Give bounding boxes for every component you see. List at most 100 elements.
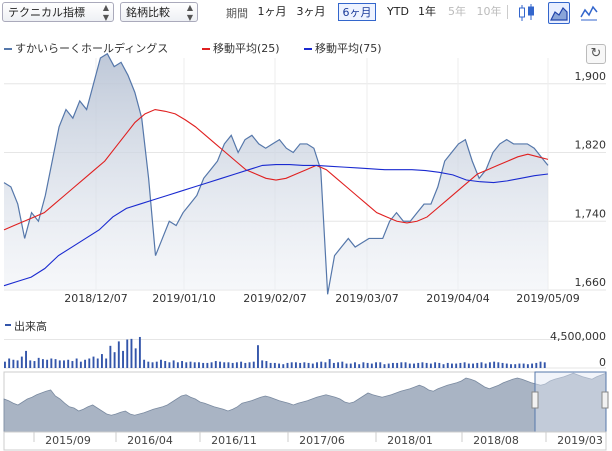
volume-bar bbox=[337, 362, 340, 368]
volume-bar bbox=[294, 362, 297, 368]
volume-bar bbox=[155, 361, 158, 368]
volume-bar bbox=[138, 336, 141, 368]
volume-bar bbox=[126, 339, 129, 368]
volume-bar bbox=[75, 358, 78, 368]
candlestick-icon[interactable] bbox=[516, 2, 538, 24]
indicator-select-label: テクニカル指標 bbox=[8, 6, 85, 19]
volume-bar bbox=[117, 341, 120, 368]
volume-bar bbox=[455, 363, 458, 368]
navigator-handle-left bbox=[531, 391, 539, 409]
volume-bar bbox=[476, 362, 479, 368]
navigator-scroll-track bbox=[3, 431, 607, 451]
ma25-line bbox=[3, 108, 549, 231]
volume-bar bbox=[193, 362, 196, 368]
volume-bar bbox=[265, 361, 268, 368]
navigator-x-tick-label: 2016/11 bbox=[211, 434, 257, 447]
x-tick-label: 2019/04/04 bbox=[426, 292, 489, 305]
range-button-3[interactable]: YTD bbox=[387, 5, 409, 18]
x-tick-label: 2019/03/07 bbox=[335, 292, 398, 305]
volume-bar bbox=[46, 359, 49, 368]
navigator-area bbox=[3, 372, 607, 433]
volume-y-tick-label: 0 bbox=[599, 356, 606, 369]
compare-select-label: 銘柄比較 bbox=[126, 6, 170, 19]
volume-bar bbox=[4, 361, 6, 368]
volume-bar bbox=[71, 361, 74, 368]
ma75-line bbox=[3, 163, 549, 287]
volume-bar bbox=[96, 358, 99, 368]
volume-bar bbox=[143, 359, 146, 368]
range-button-5[interactable]: 5年 bbox=[448, 5, 466, 18]
line-chart-icon[interactable] bbox=[578, 2, 600, 24]
y-tick-label: 1,740 bbox=[575, 207, 607, 220]
y-tick-label: 1,660 bbox=[575, 276, 607, 289]
legend-swatch bbox=[4, 48, 12, 50]
navigator-x-tick-label: 2015/09 bbox=[45, 434, 91, 447]
volume-y-tick-label: 4,500,000 bbox=[550, 330, 606, 343]
volume-bar bbox=[379, 362, 382, 368]
volume-bar bbox=[63, 360, 65, 368]
main-y-ticks: 1,900 1,820 1,740 1,660 bbox=[575, 70, 607, 289]
refresh-icon[interactable]: ↻ bbox=[586, 44, 606, 64]
volume-bar bbox=[404, 362, 407, 368]
navigator-selection bbox=[534, 371, 607, 433]
volume-bar bbox=[311, 363, 314, 368]
volume-bar bbox=[248, 362, 251, 368]
volume-bar bbox=[84, 359, 87, 368]
range-button-0[interactable]: 1ヶ月 bbox=[257, 5, 287, 18]
volume-bar bbox=[282, 364, 285, 368]
volume-bar bbox=[105, 358, 108, 368]
x-tick-label: 2018/12/07 bbox=[64, 292, 127, 305]
volume-bar bbox=[37, 357, 40, 368]
volume-bar bbox=[442, 364, 445, 368]
period-label: 期間 bbox=[226, 7, 248, 20]
range-button-6[interactable]: 10年 bbox=[476, 5, 502, 18]
volume-bar bbox=[543, 362, 546, 368]
volume-bar bbox=[79, 361, 82, 368]
volume-bar bbox=[345, 363, 348, 368]
volume-legend-swatch bbox=[5, 324, 11, 326]
volume-bar bbox=[168, 362, 171, 368]
navigator-x-tick-label: 2018/01 bbox=[387, 434, 433, 447]
volume-bar bbox=[501, 362, 504, 368]
volume-bar bbox=[446, 362, 449, 368]
navigator-x-tick-label: 2016/04 bbox=[127, 434, 173, 447]
range-button-2[interactable]: 6ヶ月 bbox=[338, 3, 376, 21]
volume-bar bbox=[493, 361, 496, 368]
volume-bar bbox=[54, 359, 57, 368]
volume-bar bbox=[332, 362, 335, 368]
navigator-x-tick-label: 2017/06 bbox=[299, 434, 345, 447]
volume-bar bbox=[438, 362, 441, 368]
volume-bar bbox=[349, 363, 352, 368]
volume-bar bbox=[278, 363, 281, 368]
volume-bar bbox=[324, 362, 327, 368]
volume-title: 出来高 bbox=[14, 319, 47, 333]
volume-bar bbox=[488, 362, 491, 368]
volume-bar bbox=[20, 356, 23, 368]
volume-bar bbox=[273, 362, 276, 368]
volume-bar bbox=[459, 362, 462, 368]
y-tick-label: 1,820 bbox=[575, 139, 607, 152]
volume-bar bbox=[134, 348, 137, 368]
volume-labels: 出来高 4,500,000 0 bbox=[5, 319, 606, 369]
volume-bar bbox=[341, 361, 344, 368]
navigator-frame bbox=[3, 371, 607, 433]
range-button-4[interactable]: 1年 bbox=[418, 5, 436, 18]
area-chart-icon[interactable] bbox=[548, 2, 570, 24]
volume-bar bbox=[303, 362, 306, 368]
volume-bar bbox=[185, 362, 188, 368]
indicator-select[interactable]: テクニカル指標 ▲ ▼ bbox=[2, 2, 114, 22]
volume-bar bbox=[307, 362, 310, 368]
volume-bar bbox=[88, 358, 91, 368]
range-button-1[interactable]: 3ヶ月 bbox=[296, 5, 326, 18]
volume-bar bbox=[421, 362, 424, 368]
volume-bar bbox=[413, 363, 415, 368]
volume-bar bbox=[366, 362, 369, 368]
volume-bar bbox=[484, 363, 487, 368]
volume-bar bbox=[535, 362, 538, 368]
volume-bar bbox=[29, 360, 32, 368]
compare-select[interactable]: 銘柄比較 ▲ ▼ bbox=[120, 2, 198, 22]
price-area-fill bbox=[4, 53, 548, 295]
volume-bar bbox=[391, 362, 394, 368]
volume-bar bbox=[463, 362, 466, 368]
